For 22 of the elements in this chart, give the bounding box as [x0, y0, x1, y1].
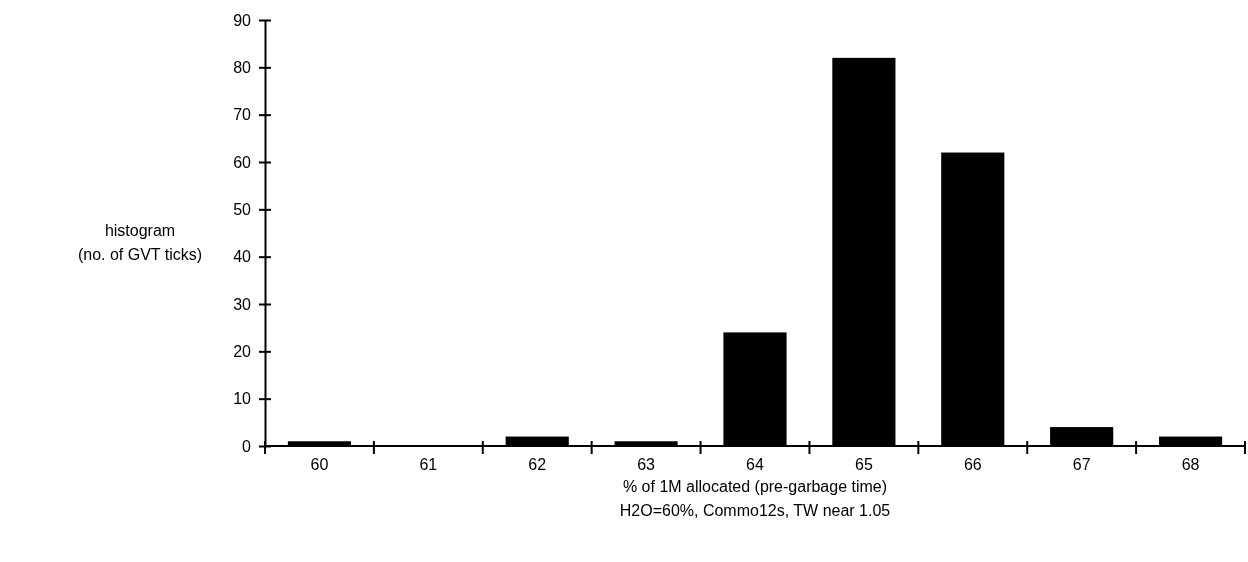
y-tick-label: 20 — [233, 342, 252, 360]
y-axis-title: histogram (no. of GVT ticks) — [77, 222, 203, 263]
x-tick-label: 67 — [1072, 456, 1091, 473]
y-tick-label: 50 — [233, 200, 252, 218]
x-axis-title: % of 1M allocated (pre-garbage time) — [622, 478, 888, 495]
x-tick-label: 62 — [528, 456, 547, 473]
text: H2O=60%, Commo12s, TW near 1.05 — [619, 502, 891, 519]
y-tick-label: 80 — [233, 58, 252, 76]
x-tick-label: 64 — [746, 456, 764, 473]
y-tick-label: 90 — [233, 11, 252, 29]
y-tick-label: 30 — [233, 295, 252, 313]
x-tick-label: 63 — [637, 456, 656, 473]
y-tick-label: 0 — [242, 437, 252, 455]
y-tick-label: 60 — [233, 153, 252, 171]
y-tick-label: 10 — [233, 390, 252, 408]
x-tick-label: 61 — [419, 456, 438, 473]
x-tick-label: 68 — [1181, 456, 1200, 473]
y-tick-label: 70 — [233, 106, 252, 124]
x-tick-label: 66 — [963, 456, 982, 473]
x-tick-label: 65 — [854, 456, 873, 473]
y-tick-label: 40 — [233, 248, 252, 266]
x-tick-label: 60 — [310, 456, 329, 473]
